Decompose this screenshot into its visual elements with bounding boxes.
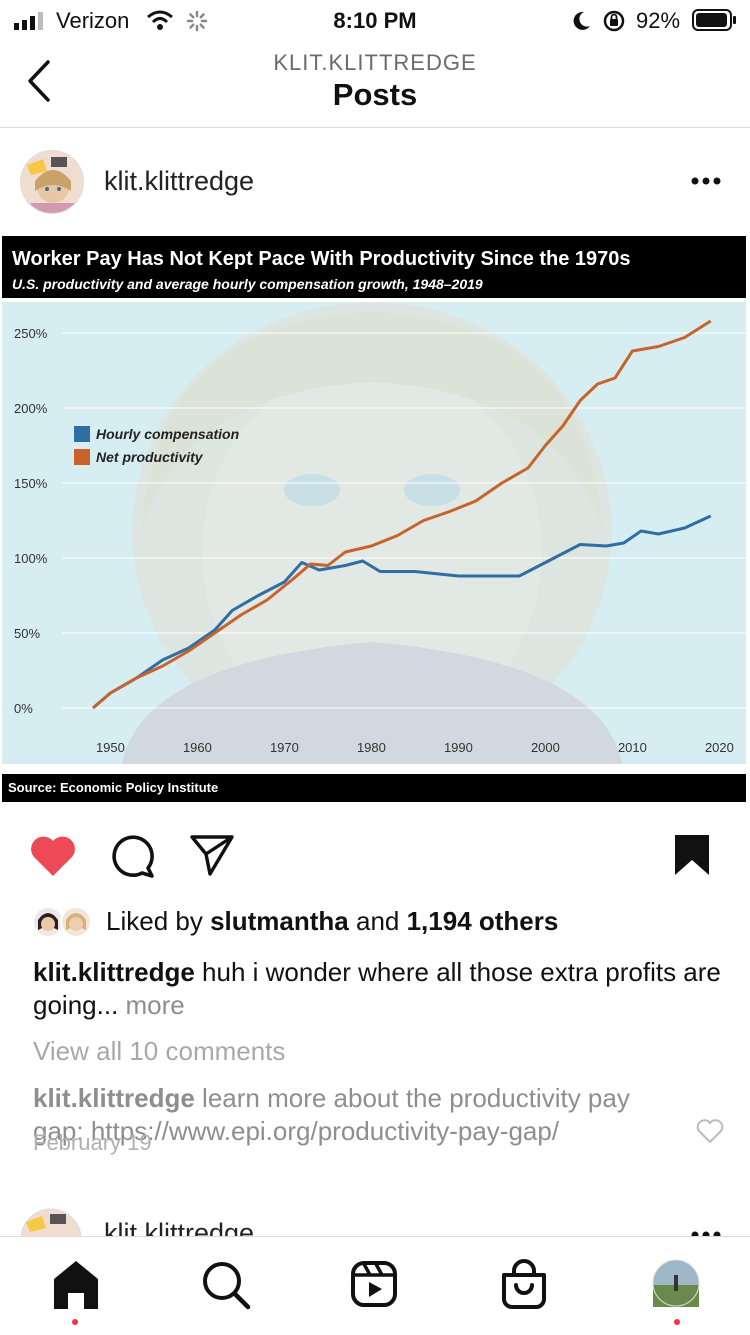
post-caption: klit.klittredge huh i wonder where all t… [33,956,723,1022]
bottom-tab-bar [0,1236,750,1335]
liked-by-text[interactable]: Liked by slutmantha and 1,194 others [106,906,558,937]
status-bar: Verizon 8:10 PM 92% [0,0,750,40]
y-tick-label: 50% [14,626,40,641]
view-all-comments-link[interactable]: View all 10 comments [33,1036,286,1066]
doll-avatar-image [21,151,83,213]
legend-label-net-productivity: Net productivity [96,449,204,465]
comment-icon[interactable] [108,832,156,880]
do-not-disturb-moon-icon [573,11,590,30]
back-chevron-icon[interactable] [24,58,54,104]
chart-source-bar: Source: Economic Policy Institute [2,774,746,802]
legend-swatch-net-productivity [74,449,90,465]
legend-label-hourly-compensation: Hourly compensation [96,426,239,442]
y-tick-label: 250% [14,326,48,341]
liked-by-and: and [348,906,407,936]
heart-filled-icon[interactable] [28,832,78,878]
caption-username[interactable]: klit.klittredge [33,957,195,987]
x-tick-label: 1950 [96,740,125,755]
send-icon[interactable] [188,832,236,878]
next-post-avatar[interactable] [20,1208,82,1238]
shop-icon[interactable] [496,1255,556,1315]
bookmark-filled-icon[interactable] [672,832,712,878]
search-icon[interactable] [196,1255,256,1315]
y-tick-label: 150% [14,476,48,491]
chart-title: Worker Pay Has Not Kept Pace With Produc… [12,248,631,270]
next-post-username[interactable]: klit.klittredge [104,1218,255,1238]
profile-avatar[interactable] [650,1255,710,1315]
page-title: Posts [332,77,418,112]
carrier-name: Verizon [56,8,130,33]
series-line-hourly-compensation [92,514,712,710]
more-options-icon[interactable] [690,176,722,186]
chart-legend: Hourly compensation Net productivity [74,426,239,465]
y-tick-label: 200% [14,401,48,416]
doll-background-illustration [122,302,622,764]
comment: klit.klittredge learn more about the pro… [33,1082,673,1148]
caption-text: huh i wonder where all those extra profi… [33,957,721,1020]
comment-username[interactable]: klit.klittredge [33,1083,195,1113]
next-post-header: klit.klittredge [20,1208,750,1238]
line-chart: 0% 50% 100% 150% 200% 250% 1950 1960 1970 1980 199… [14,302,746,764]
activity-spinner-icon [186,10,208,32]
legend-swatch-hourly-compensation [74,426,90,442]
wifi-icon [147,10,173,30]
x-tick-label: 1980 [357,740,386,755]
chart-title-bar: Worker Pay Has Not Kept Pace With Produc… [2,236,746,298]
reels-icon[interactable] [346,1255,406,1315]
chart-source: Source: Economic Policy Institute [8,780,219,795]
x-tick-label: 1960 [183,740,212,755]
x-tick-label: 2000 [531,740,560,755]
home-icon[interactable] [46,1255,106,1315]
battery-percentage: 92% [636,8,681,33]
x-tick-label: 2020 [705,740,734,755]
orientation-lock-icon [603,10,625,32]
x-tick-label: 1970 [270,740,299,755]
comment-like-heart-icon[interactable] [696,1118,724,1144]
post-author-username[interactable]: klit.klittredge [104,166,255,196]
comment-text: learn more about the productivity pay ga… [33,1083,630,1146]
liked-by-prefix: Liked by [106,906,211,936]
home-notification-dot [72,1319,78,1325]
liked-by-others[interactable]: 1,194 others [406,906,559,936]
chart-subtitle: U.S. productivity and average hourly com… [12,276,483,292]
post-author-avatar[interactable] [20,150,84,214]
post-action-row [0,828,750,884]
x-tick-label: 2010 [618,740,647,755]
x-tick-label: 1990 [444,740,473,755]
y-tick-label: 100% [14,551,48,566]
chart-plot-area: 0% 50% 100% 150% 200% 250% 1950 1960 1970 1980 199… [2,302,746,764]
liked-by-avatars [32,906,92,938]
cellular-signal-icon [14,12,43,30]
comment-date: February 19 [33,1130,152,1155]
liked-by-user[interactable]: slutmantha [210,906,349,936]
battery-icon [692,9,736,31]
clock: 8:10 PM [333,8,417,33]
profile-username-heading: KLIT.KLITTREDGE [273,50,477,75]
post-image[interactable]: Worker Pay Has Not Kept Pace With Produc… [0,232,750,806]
y-tick-label: 0% [14,701,33,716]
series-line-net-productivity [92,319,712,710]
profile-notification-dot [674,1319,680,1325]
caption-more-link[interactable]: more [118,990,185,1020]
header-divider [0,127,750,128]
